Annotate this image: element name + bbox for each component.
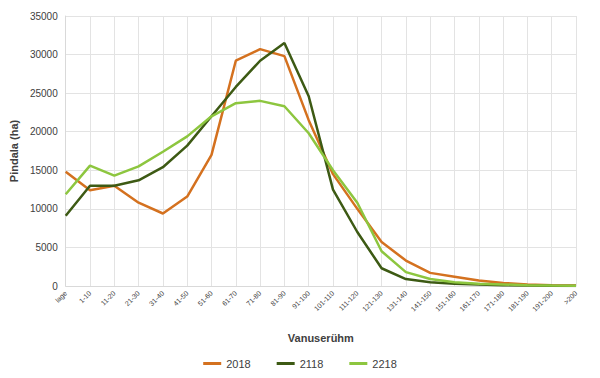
svg-text:30000: 30000 [30, 49, 58, 60]
svg-text:20000: 20000 [30, 126, 58, 137]
svg-text:41-50: 41-50 [172, 289, 190, 307]
svg-text:35000: 35000 [30, 11, 58, 22]
svg-text:191-200: 191-200 [531, 289, 554, 312]
svg-text:21-30: 21-30 [123, 289, 141, 307]
svg-text:141-150: 141-150 [410, 289, 433, 312]
svg-text:5000: 5000 [35, 242, 58, 253]
svg-text:51-60: 51-60 [196, 289, 214, 307]
svg-text:101-110: 101-110 [313, 289, 336, 312]
svg-text:81-90: 81-90 [269, 289, 287, 307]
svg-text:0: 0 [52, 281, 58, 292]
svg-text:2018: 2018 [226, 358, 250, 370]
svg-text:61-70: 61-70 [221, 289, 239, 307]
svg-text:71-80: 71-80 [245, 289, 263, 307]
svg-text:31-40: 31-40 [148, 289, 166, 307]
svg-text:2218: 2218 [372, 358, 396, 370]
svg-text:10000: 10000 [30, 203, 58, 214]
svg-text:121-130: 121-130 [361, 289, 384, 312]
svg-text:111-120: 111-120 [337, 289, 359, 311]
svg-text:2118: 2118 [300, 358, 324, 370]
svg-text:Vanuserühm: Vanuserühm [288, 332, 354, 344]
svg-text:151-160: 151-160 [434, 289, 457, 312]
svg-text:91-100: 91-100 [291, 289, 311, 309]
svg-text:11-20: 11-20 [100, 289, 117, 306]
svg-text:>200: >200 [562, 289, 578, 305]
svg-text:1-10: 1-10 [78, 289, 93, 304]
svg-text:181-190: 181-190 [507, 289, 530, 312]
svg-text:131-140: 131-140 [385, 289, 408, 312]
svg-text:25000: 25000 [30, 88, 58, 99]
svg-text:lage: lage [54, 289, 69, 304]
svg-text:161-170: 161-170 [458, 289, 481, 312]
svg-text:171-180: 171-180 [482, 289, 505, 312]
svg-text:Pindala (ha): Pindala (ha) [8, 119, 20, 182]
svg-text:15000: 15000 [30, 165, 58, 176]
